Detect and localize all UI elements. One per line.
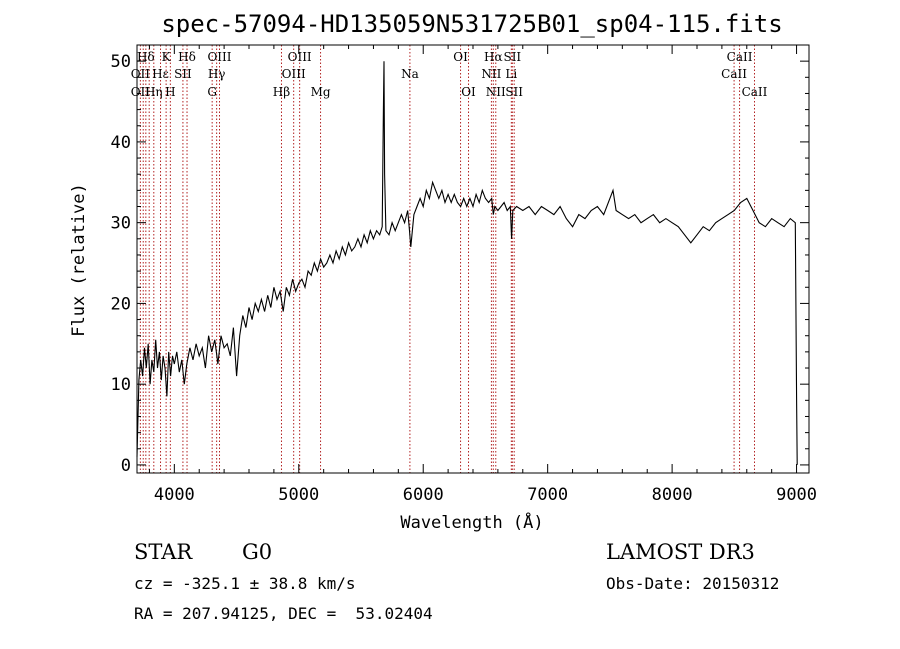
spectral-line-label: G [207, 85, 217, 99]
spectral-line-label: Hε [152, 67, 169, 81]
spectral-line-label: NII [486, 85, 506, 99]
spectral-line-label: Na [401, 67, 419, 81]
spectral-line-label: CaII [727, 50, 753, 64]
x-tick-label: 7000 [527, 485, 568, 505]
spectral-line-label: Mg [311, 85, 331, 99]
spectral-line-label: OI [453, 50, 468, 64]
spectral-line-label: OIII [207, 50, 231, 64]
object-class: STAR [134, 540, 193, 564]
chart-title: spec-57094-HD135059N531725B01_sp04-115.f… [161, 10, 782, 38]
spectral-line-label: OI [461, 85, 476, 99]
y-tick-label: 40 [111, 133, 131, 153]
survey-name: LAMOST DR3 [606, 540, 755, 564]
coordinates: RA = 207.94125, DEC = 53.02404 [134, 604, 433, 623]
spectral-line-label: H [165, 85, 175, 99]
spectral-line-label: SII [174, 67, 192, 81]
object-subclass: G0 [242, 540, 273, 564]
spectral-line-label: OIII [282, 67, 306, 81]
spectral-line-markers [139, 45, 755, 473]
plot-frame [136, 44, 810, 474]
spectral-line-label: OII [131, 67, 151, 81]
spectral-line-label: Hη [145, 85, 163, 99]
spectrum-series-line [136, 61, 798, 465]
y-tick-label: 50 [111, 52, 131, 72]
spectral-line-label: OIII [288, 50, 312, 64]
y-tick-label: 0 [121, 456, 131, 476]
spectral-line-label: Hγ [208, 67, 226, 81]
spectral-line-label: Hδ [178, 50, 196, 64]
x-axis-label: Wavelength (Å) [400, 511, 543, 533]
y-tick-label: 30 [111, 214, 131, 234]
x-tick-label: 8000 [652, 485, 693, 505]
y-tick-label: 20 [111, 294, 131, 314]
x-tick-label: 9000 [776, 485, 817, 505]
redshift-velocity: cz = -325.1 ± 38.8 km/s [134, 574, 356, 593]
spectral-line-label: Hδ [137, 50, 155, 64]
spectrum-chart: spec-57094-HD135059N531725B01_sp04-115.f… [69, 10, 817, 533]
spectral-line-label: Hα [484, 50, 503, 64]
spectral-line-label: CaII [742, 85, 768, 99]
spectral-line-label: SII [505, 85, 523, 99]
x-tick-label: 6000 [403, 485, 444, 505]
spectral-line-label: Hβ [273, 85, 290, 99]
y-axis-label: Flux (relative) [69, 183, 89, 337]
spectral-line-label: SII [503, 50, 521, 64]
y-tick-label: 10 [111, 375, 131, 395]
spectral-line-label: K [162, 50, 172, 64]
spectral-line-label: NII [481, 67, 501, 81]
x-tick-label: 5000 [278, 485, 319, 505]
x-tick-label: 4000 [154, 485, 195, 505]
spectral-line-label: OII [131, 85, 151, 99]
y-axis-ticks: 0 10 20 30 40 50 [111, 44, 809, 476]
obs-date: Obs-Date: 20150312 [606, 574, 780, 593]
spectral-line-label: Li [505, 67, 517, 81]
spectral-line-label: CaII [721, 67, 747, 81]
x-axis-ticks: 4000 5000 6000 7000 8000 9000 [148, 45, 817, 505]
